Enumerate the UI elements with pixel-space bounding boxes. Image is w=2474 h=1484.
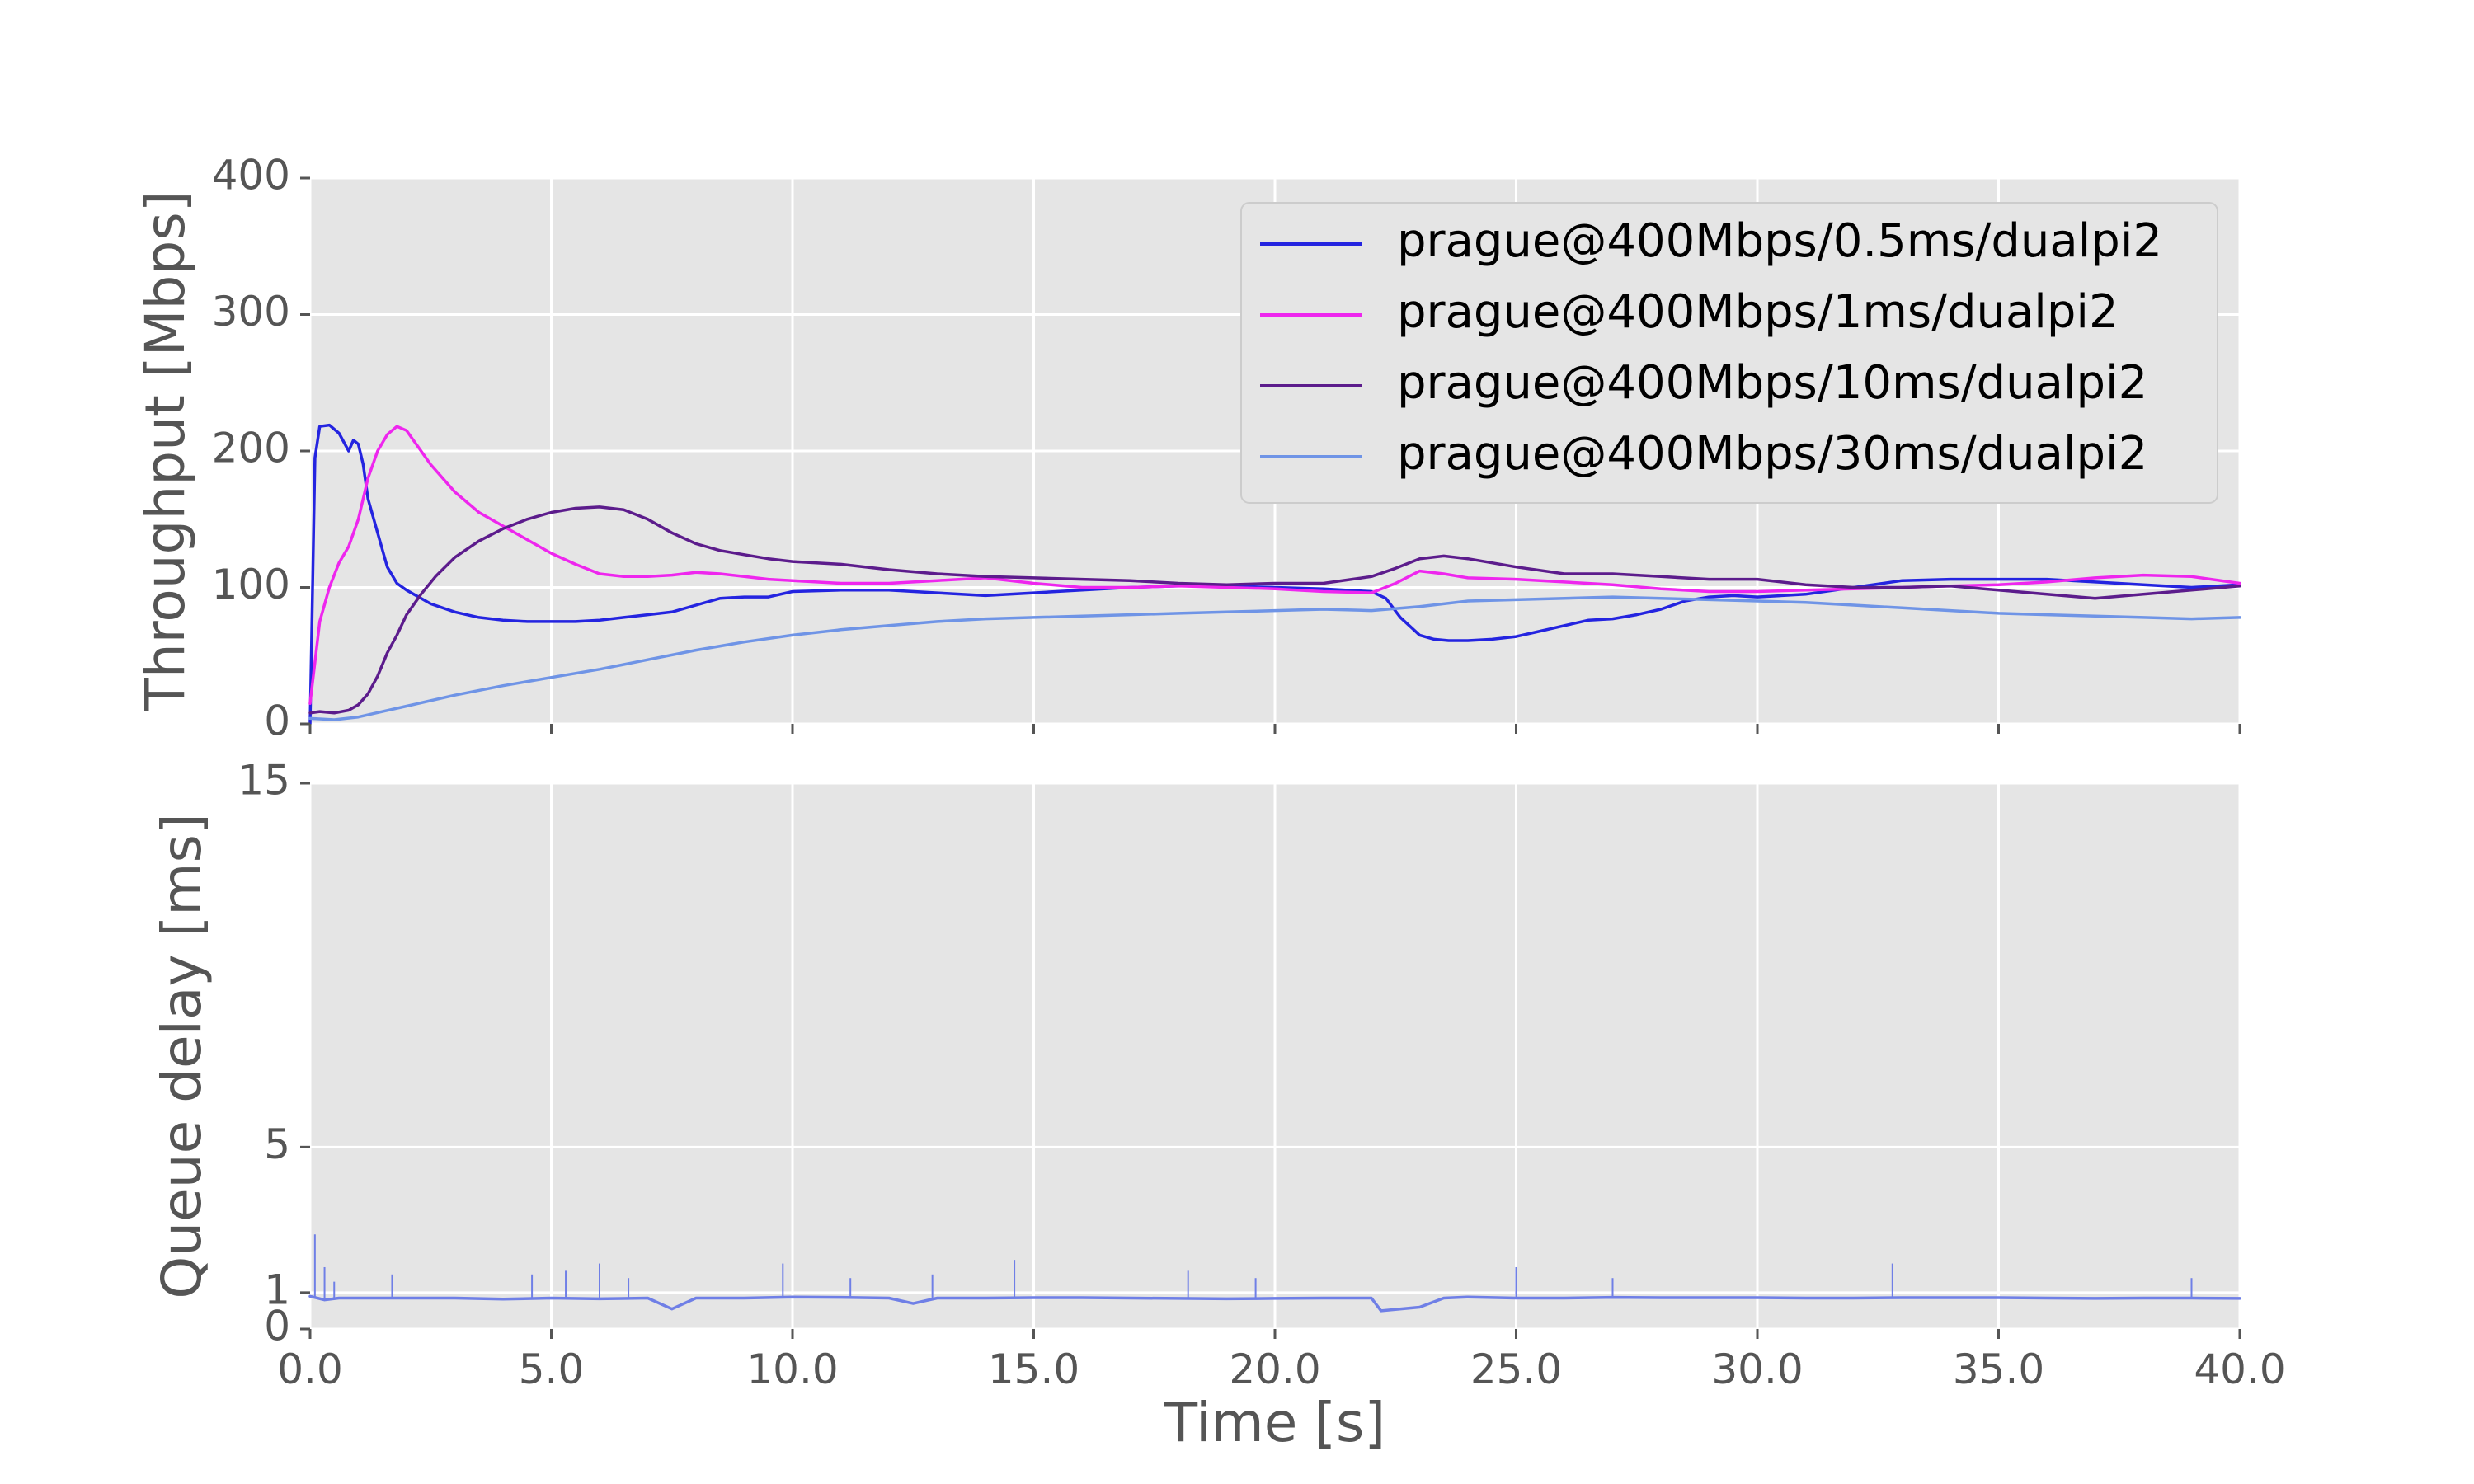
throughput-y-tick-label: 300: [212, 288, 290, 336]
x-axis-label: Time [s]: [1164, 1391, 1385, 1454]
queue-delay-y-axis-label: Queue delay [ms]: [150, 813, 214, 1298]
queue-delay-x-ticks: 0.0 5.0 10.0 15.0 20.0 25.0 30.0 35.0 40.0: [277, 1329, 2286, 1393]
queue-delay-y-tick-label: 15: [238, 757, 290, 805]
legend-label-1: prague@400Mbps/1ms/dualpi2: [1397, 285, 2119, 339]
throughput-y-tick-label: 200: [212, 425, 290, 472]
throughput-y-tick-label: 400: [212, 152, 290, 200]
throughput-series-line-3: [308, 595, 2241, 721]
throughput-series-line-1: [308, 425, 2241, 705]
throughput-series-line-0: [308, 423, 2241, 726]
throughput-lines: [308, 423, 2241, 726]
x-tick-label: 10.0: [746, 1345, 838, 1393]
throughput-panel: 0 100 200 300 400 Throughput [Mbps] prague@4…: [134, 152, 2241, 745]
queue-delay-panel: 0.0 5.0 10.0 15.0 20.0 25.0 30.0 35.0 40.0 01515…: [150, 757, 2286, 1455]
legend-entry-1: prague@400Mbps/1ms/dualpi2: [1260, 285, 2119, 339]
x-tick-label: 25.0: [1470, 1345, 1562, 1393]
throughput-x-ticks: [308, 724, 2241, 734]
throughput-y-tick-label: 0: [264, 697, 290, 745]
legend-label-3: prague@400Mbps/30ms/dualpi2: [1397, 427, 2147, 481]
throughput-y-axis-label: Throughput [Mbps]: [134, 191, 197, 712]
queue-delay-y-tick-label: 1: [264, 1266, 290, 1313]
x-tick-label: 30.0: [1711, 1345, 1803, 1393]
throughput-series-line-2: [308, 505, 2241, 715]
legend-box: [1240, 202, 2218, 504]
x-tick-label: 5.0: [519, 1345, 585, 1393]
legend-label-0: prague@400Mbps/0.5ms/dualpi2: [1397, 214, 2162, 268]
x-tick-label: 20.0: [1229, 1345, 1320, 1393]
legend: prague@400Mbps/0.5ms/dualpi2 prague@400M…: [1240, 202, 2218, 504]
x-tick-label: 0.0: [277, 1345, 343, 1393]
legend-entry-2: prague@400Mbps/10ms/dualpi2: [1260, 356, 2147, 410]
throughput-y-tick-label: 100: [212, 561, 290, 608]
legend-label-2: prague@400Mbps/10ms/dualpi2: [1397, 356, 2147, 410]
x-tick-label: 15.0: [988, 1345, 1079, 1393]
queue-delay-grid: [308, 782, 2241, 1331]
x-tick-label: 40.0: [2194, 1345, 2285, 1393]
queue-delay-lines: [308, 1234, 2241, 1313]
legend-entry-0: prague@400Mbps/0.5ms/dualpi2: [1260, 214, 2162, 268]
queue-delay-y-tick-label: 0: [264, 1303, 290, 1350]
x-tick-label: 35.0: [1953, 1345, 2044, 1393]
legend-entry-3: prague@400Mbps/30ms/dualpi2: [1260, 427, 2147, 481]
throughput-y-ticks: 0 100 200 300 400: [212, 152, 310, 745]
queue-delay-y-tick-label: 5: [264, 1120, 290, 1168]
queue-delay-series-line-0: [308, 1294, 2241, 1313]
